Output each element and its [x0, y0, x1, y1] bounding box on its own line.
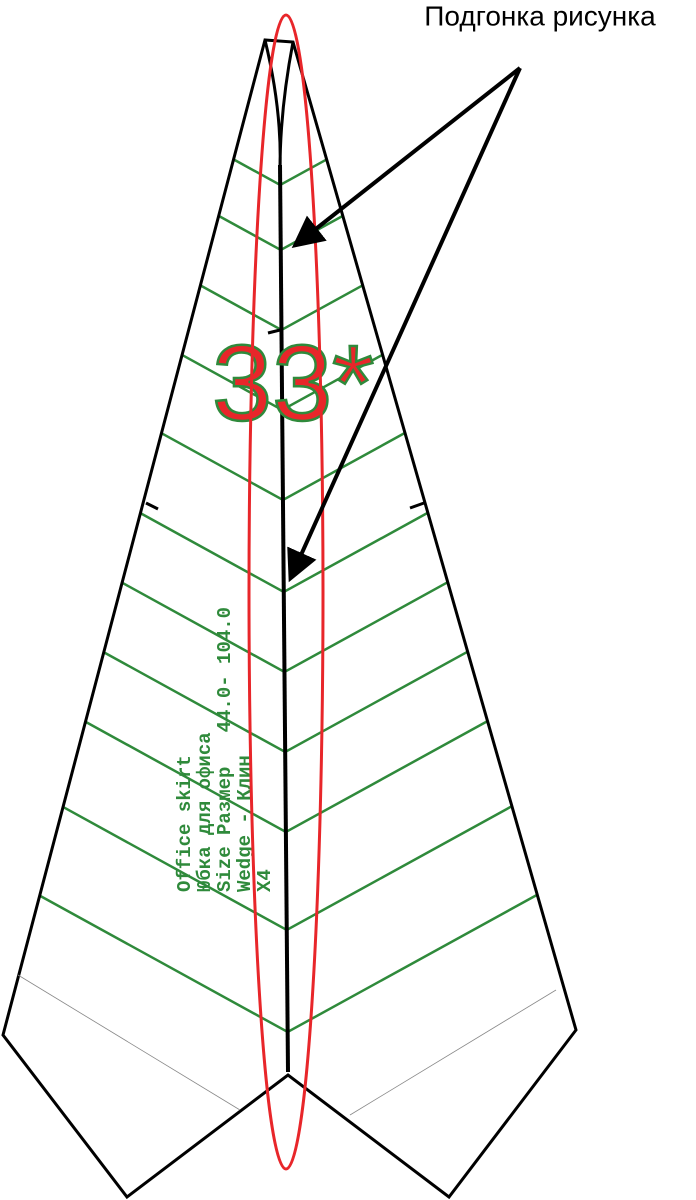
label-line: X4 — [254, 869, 276, 892]
notch — [267, 328, 281, 335]
pattern-label: Office skirt Юбка для офиса Size Размер … — [174, 607, 276, 892]
notch — [409, 501, 425, 510]
pattern-mark: 33* — [212, 322, 374, 443]
hem-line — [349, 989, 557, 1116]
label-line: Size Размер 44.0- 104.0 — [214, 607, 236, 892]
pattern-outline — [1, 38, 578, 1200]
label-line: Юбка для офиса — [194, 732, 216, 892]
notch — [145, 501, 159, 511]
highlight-ellipse — [247, 13, 325, 1171]
label-line: Office skirt — [174, 755, 196, 892]
arrow — [287, 67, 522, 583]
hem-line — [17, 974, 241, 1111]
center-line — [278, 164, 290, 1073]
tip-lines — [263, 39, 295, 171]
arrow — [291, 66, 522, 248]
annotation-label: Подгонка рисунка — [424, 0, 656, 31]
